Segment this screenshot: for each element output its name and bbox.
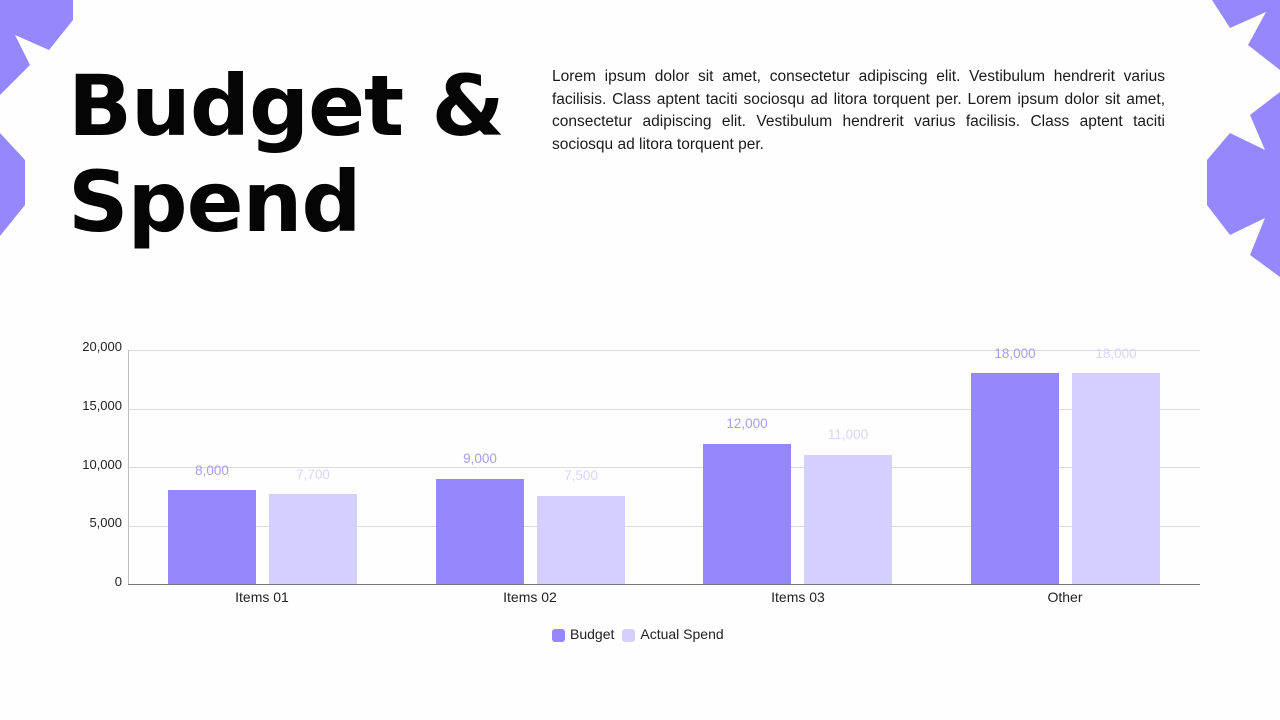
x-tick-label: Items 03 — [771, 589, 825, 605]
bar-budget-items-02[interactable] — [436, 478, 524, 584]
x-tick-label: Items 02 — [503, 589, 557, 605]
y-tick-label: 0 — [114, 574, 122, 589]
bar-value-label: 12,000 — [726, 416, 768, 431]
decorative-star-shape-top-right — [1207, 0, 1280, 277]
title-line-1: Budget & — [68, 57, 505, 155]
bar-value-label: 7,700 — [296, 467, 330, 482]
bar-value-label: 7,500 — [564, 468, 598, 483]
bar-actual-items-02[interactable] — [537, 496, 625, 584]
legend-item-actual-spend[interactable]: Actual Spend — [622, 625, 724, 642]
bar-value-label: 18,000 — [1095, 346, 1137, 361]
decorative-star-shape-top-left — [0, 0, 73, 236]
y-tick-label: 15,000 — [82, 398, 122, 413]
bar-actual-items-03[interactable] — [804, 455, 892, 584]
bar-value-label: 11,000 — [827, 427, 869, 442]
x-tick-label: Other — [1047, 589, 1083, 605]
y-axis-line — [128, 350, 129, 584]
legend-label: Budget — [570, 625, 615, 642]
gridline — [128, 350, 1200, 351]
gridline — [128, 409, 1200, 410]
legend-label: Actual Spend — [640, 625, 724, 642]
title-line-2: Spend — [68, 153, 362, 251]
bar-value-label: 8,000 — [195, 463, 229, 478]
x-axis-line — [128, 584, 1200, 585]
description-text: Lorem ipsum dolor sit amet, consectetur … — [552, 68, 1165, 153]
y-tick-label: 10,000 — [82, 457, 122, 472]
bar-value-label: 9,000 — [463, 451, 497, 466]
bar-value-label: 18,000 — [994, 346, 1036, 361]
legend-swatch-budget — [552, 629, 565, 642]
chart-legend: Budget Actual Spend — [552, 625, 732, 642]
x-tick-label: Items 01 — [235, 589, 289, 605]
legend-item-budget[interactable]: Budget — [552, 625, 614, 642]
legend-swatch-actual-spend — [622, 629, 636, 642]
gridline — [128, 526, 1200, 527]
bar-budget-items-03[interactable] — [703, 443, 791, 584]
gridline — [128, 467, 1200, 468]
bar-budget-items-01[interactable] — [168, 490, 256, 584]
y-tick-label: 20,000 — [82, 339, 122, 354]
y-tick-label: 5,000 — [89, 515, 122, 530]
page-title: Budget & Spend — [68, 57, 505, 251]
bar-actual-items-01[interactable] — [269, 493, 357, 584]
bar-actual-other[interactable] — [1072, 373, 1160, 584]
bar-budget-other[interactable] — [971, 373, 1059, 584]
